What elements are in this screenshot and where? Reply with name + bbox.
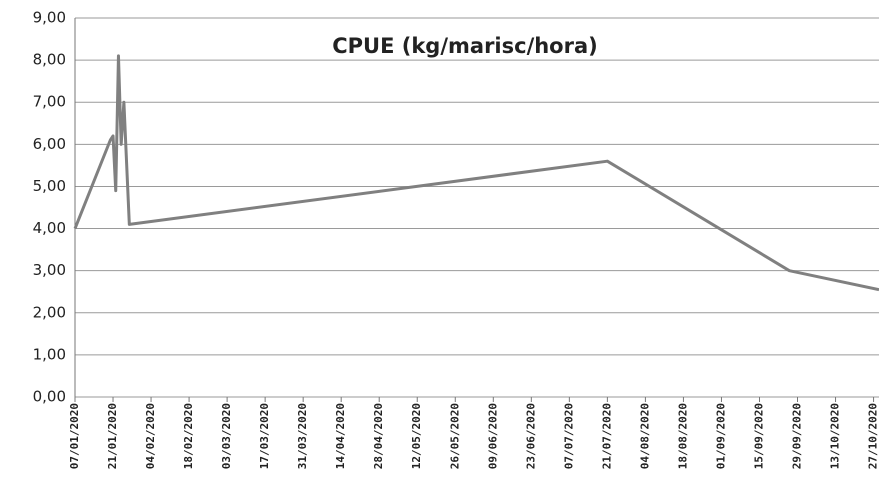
y-tick-label: 1,00	[33, 345, 66, 363]
x-tick-label: 21/01/2020	[106, 403, 119, 469]
x-tick-label: 29/09/2020	[791, 403, 804, 469]
x-tick-label: 18/08/2020	[676, 403, 689, 469]
x-tick-label: 04/08/2020	[638, 403, 651, 469]
x-tick-label: 03/03/2020	[220, 403, 233, 469]
data-line	[73, 54, 879, 292]
x-tick-label: 07/01/2020	[68, 403, 81, 469]
y-tick-label: 4,00	[33, 219, 66, 237]
y-tick-label: 5,00	[33, 177, 66, 195]
x-tick-label: 04/02/2020	[144, 403, 157, 469]
x-tick-label: 01/09/2020	[714, 403, 727, 469]
x-tick-label: 14/04/2020	[334, 403, 347, 469]
x-tick-label: 28/04/2020	[372, 403, 385, 469]
x-tick-label: 27/10/2020	[867, 403, 879, 469]
x-tick-label: 18/02/2020	[182, 403, 195, 469]
x-tick-label: 13/10/2020	[829, 403, 842, 469]
x-tick-label: 07/07/2020	[562, 403, 575, 469]
y-tick-label: 0,00	[33, 388, 66, 406]
y-tick-label: 6,00	[33, 135, 66, 153]
x-tick-label: 31/03/2020	[296, 403, 309, 469]
y-tick-label: 2,00	[33, 303, 66, 321]
y-tick-label: 7,00	[33, 93, 66, 111]
chart-title: CPUE (kg/marisc/hora)	[332, 34, 598, 58]
y-tick-label: 8,00	[33, 51, 66, 69]
x-tick-label: 21/07/2020	[600, 403, 613, 469]
x-tick-label: 17/03/2020	[258, 403, 271, 469]
y-tick-label: 9,00	[33, 9, 66, 27]
x-tick-label: 12/05/2020	[410, 403, 423, 469]
y-tick-label: 3,00	[33, 261, 66, 279]
x-tick-label: 15/09/2020	[752, 403, 765, 469]
x-tick-label: 26/05/2020	[448, 403, 461, 469]
x-tick-label: 09/06/2020	[486, 403, 499, 469]
x-tick-label: 23/06/2020	[524, 403, 537, 469]
